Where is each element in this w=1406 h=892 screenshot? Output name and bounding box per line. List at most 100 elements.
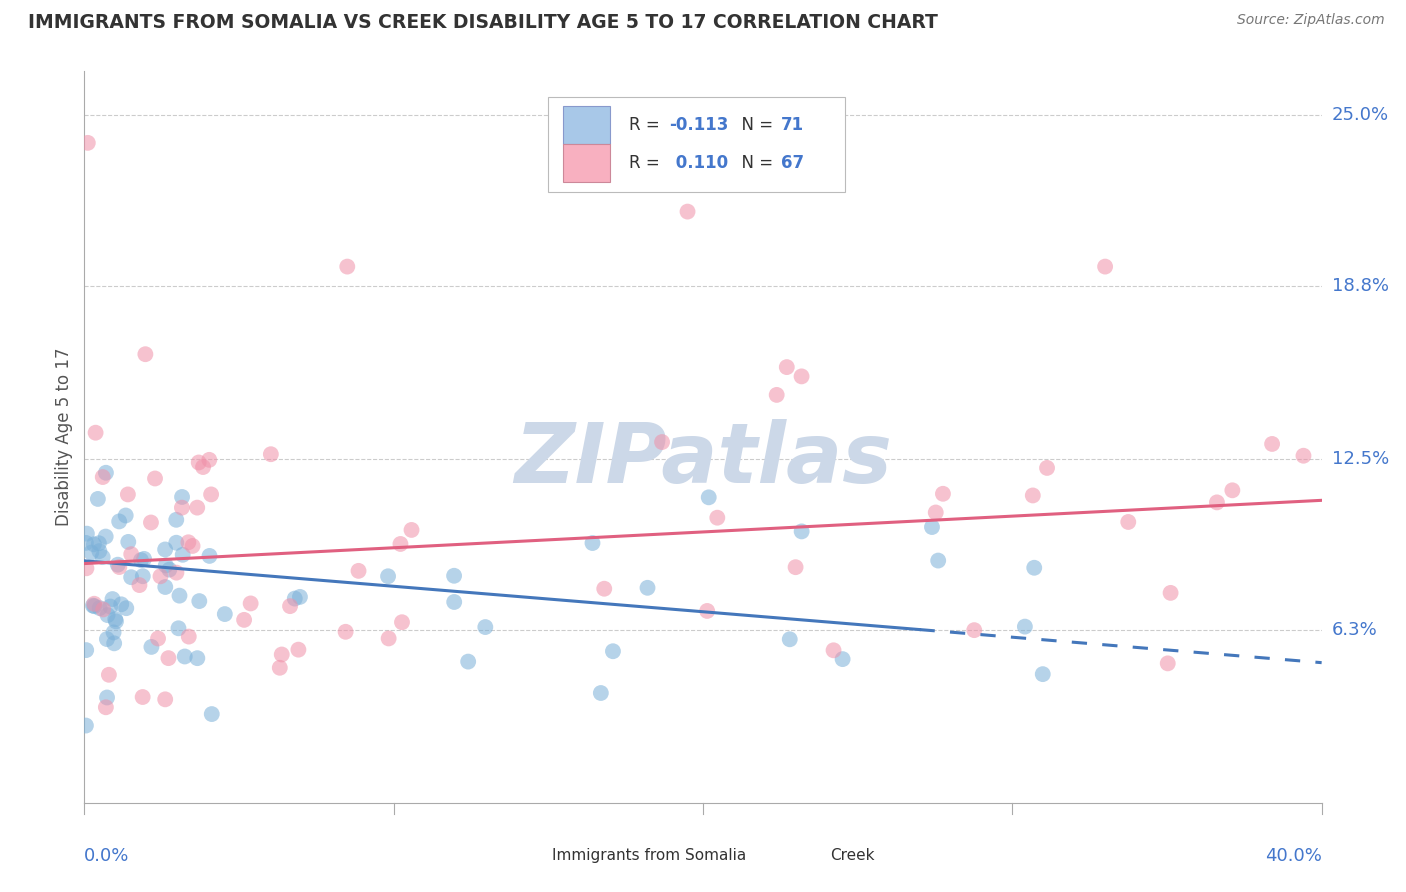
Point [921,520,943,534]
Point [146,632,169,646]
Point [765,388,787,402]
Bar [564,144,610,182]
Point [153,692,176,706]
Point [198,549,221,563]
Point [602,644,624,658]
Bar [786,845,823,866]
Bar [508,845,544,866]
Point [1014,619,1036,633]
Point [785,560,807,574]
Text: R =: R = [628,153,665,172]
Point [233,613,256,627]
Point [107,558,129,572]
Point [128,578,150,592]
Text: R =: R = [628,116,665,134]
Point [335,624,357,639]
Point [443,568,465,582]
Point [132,552,155,566]
Point [188,594,211,608]
Point [401,523,423,537]
Point [104,615,127,629]
Text: 0.110: 0.110 [669,153,728,172]
Point [377,632,399,646]
Point [87,536,110,550]
Point [143,471,166,485]
Point [115,601,138,615]
Point [110,598,132,612]
Point [260,447,283,461]
Text: 67: 67 [780,153,804,172]
Text: 6.3%: 6.3% [1331,621,1378,639]
FancyBboxPatch shape [548,97,845,192]
Point [83,599,105,614]
Point [474,620,496,634]
Point [120,570,142,584]
Point [96,632,118,646]
Point [157,651,180,665]
Point [389,537,412,551]
Point [120,547,142,561]
Point [177,630,200,644]
Point [84,425,107,440]
Point [117,487,139,501]
Point [1261,437,1284,451]
Point [925,506,948,520]
Point [696,604,718,618]
Point [932,487,955,501]
Point [776,360,799,375]
Text: N =: N = [731,116,779,134]
Point [97,667,120,681]
Point [155,580,177,594]
Point [191,460,214,475]
Point [76,136,98,150]
Point [149,569,172,583]
Text: 12.5%: 12.5% [1331,450,1389,468]
Text: 25.0%: 25.0% [1331,106,1389,124]
Point [96,690,118,705]
Text: 71: 71 [780,116,804,134]
Point [173,649,195,664]
Point [288,590,311,604]
Point [103,625,125,640]
Text: 18.8%: 18.8% [1331,277,1389,295]
Point [779,632,801,647]
Point [214,607,236,621]
Text: Immigrants from Somalia: Immigrants from Somalia [553,848,747,863]
Point [75,718,97,732]
Point [167,621,190,635]
Point [831,652,853,666]
Point [108,560,131,574]
Point [1116,515,1139,529]
Point [75,536,97,550]
Point [443,595,465,609]
Point [1024,561,1046,575]
Text: Creek: Creek [831,848,875,863]
Text: N =: N = [731,153,779,172]
Point [139,516,162,530]
Point [239,596,262,610]
Point [165,566,187,580]
Point [1036,461,1059,475]
Point [1157,657,1180,671]
Point [269,661,291,675]
Point [89,544,111,558]
Point [165,513,187,527]
Point [1022,488,1045,502]
Point [697,491,720,505]
Text: Source: ZipAtlas.com: Source: ZipAtlas.com [1237,13,1385,28]
Point [155,558,177,573]
Point [651,435,673,450]
Point [96,608,118,623]
Point [153,542,176,557]
Point [91,550,114,565]
Point [581,536,603,550]
Point [75,561,97,575]
Point [132,569,155,583]
Text: -0.113: -0.113 [669,116,728,134]
Point [963,623,986,637]
Point [82,599,104,613]
Point [94,530,117,544]
Point [165,535,187,549]
Text: 0.0%: 0.0% [84,847,129,864]
Point [170,500,193,515]
